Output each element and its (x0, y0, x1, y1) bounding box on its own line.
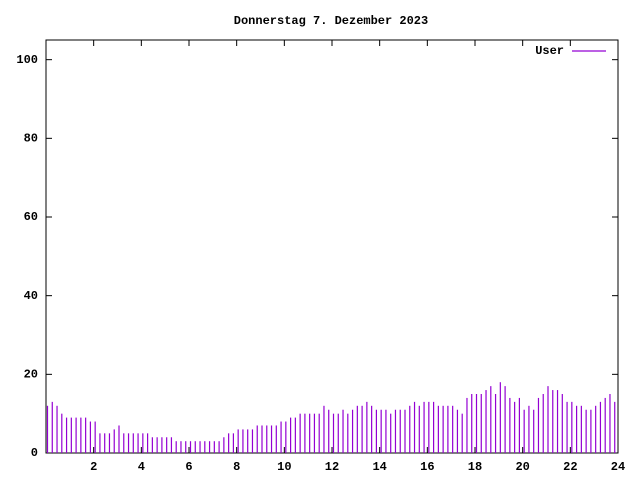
x-tick-label: 10 (277, 460, 291, 474)
y-tick-label: 80 (24, 132, 38, 146)
chart-title: Donnerstag 7. Dezember 2023 (234, 14, 428, 28)
y-tick-label: 100 (16, 53, 38, 67)
x-tick-label: 14 (372, 460, 386, 474)
y-tick-label: 40 (24, 289, 38, 303)
y-tick-label: 0 (31, 446, 38, 460)
x-tick-label: 8 (233, 460, 240, 474)
x-tick-label: 4 (138, 460, 145, 474)
x-tick-label: 24 (611, 460, 625, 474)
x-tick-label: 22 (563, 460, 577, 474)
y-tick-label: 60 (24, 210, 38, 224)
plot-frame (45, 39, 619, 454)
y-tick-label: 20 (24, 368, 38, 382)
x-tick-label: 6 (185, 460, 192, 474)
x-tick-label: 12 (325, 460, 339, 474)
x-tick-label: 18 (468, 460, 482, 474)
legend-label: User (535, 44, 564, 58)
x-tick-label: 2 (90, 460, 97, 474)
x-tick-label: 16 (420, 460, 434, 474)
x-tick-label: 20 (515, 460, 529, 474)
